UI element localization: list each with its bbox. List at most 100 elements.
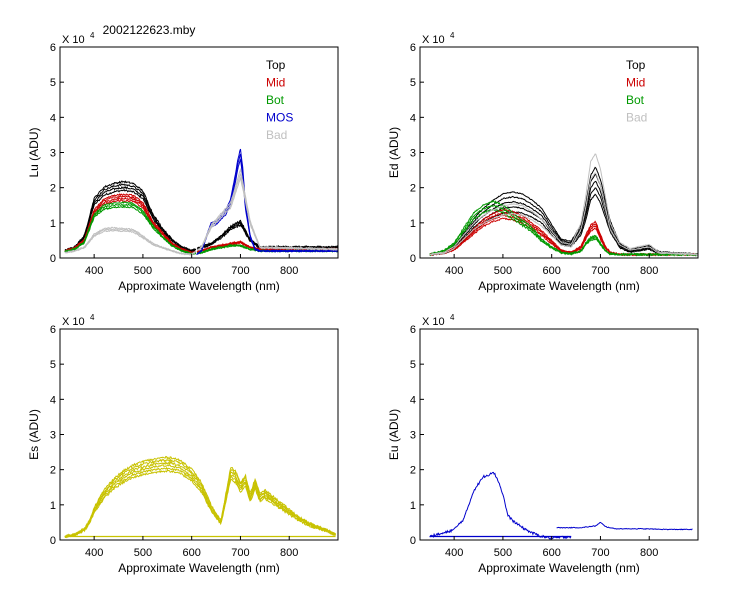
lu-line-bad-2 — [64, 167, 338, 255]
ed-xtick-label: 600 — [543, 265, 561, 277]
es-xtick-label: 700 — [231, 547, 249, 559]
lu-ytick-label: 5 — [50, 77, 56, 89]
lu-legend-bot: Bot — [266, 93, 285, 107]
eu-ytick-label: 2 — [410, 465, 416, 477]
lu-legend-mid: Mid — [266, 76, 285, 90]
eu-axes-frame — [419, 328, 699, 541]
es-ytick-label: 3 — [50, 430, 56, 442]
lu-legend-top: Top — [266, 58, 286, 72]
lu-ylabel: Lu (ADU) — [27, 127, 41, 177]
ed-ytick-label: 3 — [410, 148, 416, 160]
lu-ytick-label: 6 — [50, 42, 56, 54]
ed-axes-frame — [419, 46, 699, 259]
ed-xtick-label: 400 — [445, 265, 463, 277]
lu-legend-bad: Bad — [266, 128, 287, 142]
eu-ytick-label: 1 — [410, 500, 416, 512]
lu-line-top-0 — [64, 188, 338, 253]
es-ytick-label: 2 — [50, 465, 56, 477]
ed-legend-bot: Bot — [626, 93, 645, 107]
ed-ytick-label: 2 — [410, 183, 416, 195]
lu-line-top-1 — [64, 186, 338, 253]
lu-xtick-label: 800 — [280, 265, 298, 277]
eu-line-eu-0 — [429, 471, 572, 540]
ed-legend-bad: Bad — [626, 111, 647, 125]
es-ytick-label: 5 — [50, 359, 56, 371]
ed-series-group — [429, 153, 698, 257]
ed-ytick-label: 1 — [410, 218, 416, 230]
es-line-es-1 — [64, 466, 336, 538]
ed-line-top-3 — [429, 173, 698, 255]
ed-ylabel: Ed (ADU) — [387, 127, 401, 178]
es-ytick-label: 4 — [50, 394, 56, 406]
lu-ytick-label: 2 — [50, 183, 56, 195]
ed-xtick-label: 700 — [591, 265, 609, 277]
ed-xtick-label: 500 — [494, 265, 512, 277]
lu-xlabel: Approximate Wavelength (nm) — [118, 279, 280, 293]
es-line-es-3 — [64, 460, 336, 539]
es-ytick-label: 0 — [50, 535, 56, 547]
es-ylabel: Es (ADU) — [27, 409, 41, 460]
lu-line-mid-0 — [64, 199, 338, 255]
es-xtick-label: 400 — [85, 547, 103, 559]
eu-xtick-label: 700 — [591, 547, 609, 559]
ed-line-bad-0 — [429, 172, 698, 256]
eu-xtick-label: 600 — [543, 547, 561, 559]
ed-legend-top: Top — [626, 58, 646, 72]
es-multiplier-exp: 4 — [90, 313, 95, 322]
lu-legend-mos: MOS — [266, 111, 293, 125]
lu-multiplier: X 10 — [62, 34, 85, 46]
es-xlabel: Approximate Wavelength (nm) — [118, 561, 280, 575]
ed-multiplier: X 10 — [422, 34, 445, 46]
lu-line-mid-3 — [64, 193, 338, 254]
es-series-group — [64, 455, 337, 539]
ed-xlabel: Approximate Wavelength (nm) — [478, 279, 640, 293]
lu-ytick-label: 4 — [50, 112, 56, 124]
ed-ytick-label: 5 — [410, 77, 416, 89]
ed-ytick-label: 4 — [410, 112, 416, 124]
eu-ytick-label: 3 — [410, 430, 416, 442]
eu-xtick-label: 400 — [445, 547, 463, 559]
eu-ytick-label: 4 — [410, 394, 416, 406]
ed-line-mid-3 — [429, 208, 698, 256]
lu-xtick-label: 700 — [231, 265, 249, 277]
lu-xtick-label: 600 — [183, 265, 201, 277]
lu-series-group — [64, 148, 338, 256]
eu-multiplier: X 10 — [422, 316, 445, 328]
lu-ytick-label: 0 — [50, 253, 56, 265]
ed-multiplier-exp: 4 — [450, 31, 455, 40]
eu-xtick-label: 500 — [494, 547, 512, 559]
es-xtick-label: 800 — [280, 547, 298, 559]
es-xtick-label: 500 — [134, 547, 152, 559]
eu-xtick-label: 800 — [640, 547, 658, 559]
ed-xtick-label: 800 — [640, 265, 658, 277]
lu-ytick-label: 3 — [50, 148, 56, 160]
ed-ytick-label: 0 — [410, 253, 416, 265]
es-line-es-5 — [64, 455, 337, 538]
ed-line-bot-2 — [429, 199, 698, 257]
ed-ytick-label: 6 — [410, 42, 416, 54]
lu-xtick-label: 500 — [134, 265, 152, 277]
eu-series-group — [429, 471, 693, 540]
es-line-es-4 — [64, 457, 336, 538]
es-ytick-label: 6 — [50, 324, 56, 336]
ed-line-bad-1 — [429, 153, 698, 255]
ed-legend-mid: Mid — [626, 76, 645, 90]
eu-ytick-label: 5 — [410, 359, 416, 371]
eu-multiplier-exp: 4 — [450, 313, 455, 322]
es-xtick-label: 600 — [183, 547, 201, 559]
es-line-es-2 — [64, 464, 336, 538]
es-ytick-label: 1 — [50, 500, 56, 512]
lu-xtick-label: 400 — [85, 265, 103, 277]
ed-line-bot-1 — [429, 204, 698, 257]
lu-ytick-label: 1 — [50, 218, 56, 230]
es-multiplier: X 10 — [62, 316, 85, 328]
eu-ytick-label: 0 — [410, 535, 416, 547]
eu-xlabel: Approximate Wavelength (nm) — [478, 561, 640, 575]
es-axes-frame — [59, 328, 339, 541]
lu-axes-frame — [59, 46, 339, 259]
